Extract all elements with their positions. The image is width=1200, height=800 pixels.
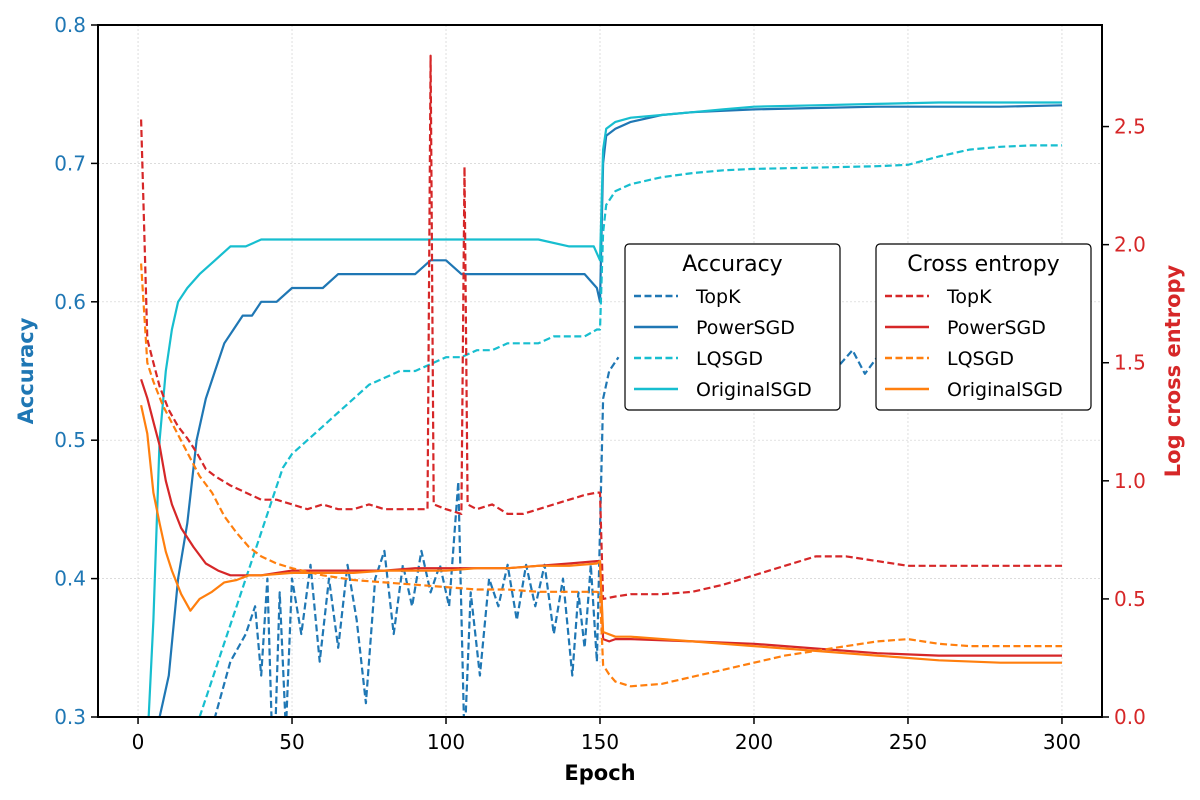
x-tick-label: 150 xyxy=(581,730,619,754)
series-line-cross-entropy-lqsgd xyxy=(140,263,1062,688)
legend-title: Cross entropy xyxy=(907,252,1059,277)
x-tick-label: 0 xyxy=(132,730,145,754)
legend-box xyxy=(875,243,1092,411)
x-axis-label: Epoch xyxy=(564,761,635,785)
legend-label: OriginalSGD xyxy=(947,379,1063,401)
y-right-tick-label: 0.0 xyxy=(1114,705,1146,729)
y-left-tick-label: 0.5 xyxy=(54,428,86,452)
y-axis-left-label: Accuracy xyxy=(14,317,38,424)
y-left-tick-label: 0.7 xyxy=(54,151,86,175)
legend-label: LQSGD xyxy=(696,348,763,370)
series-line-accuracy-topk xyxy=(213,356,620,717)
y-right-tick-label: 2.5 xyxy=(1114,115,1146,139)
legend-cross-entropy: Cross entropy TopK PowerSGD LQSGD OriginalSG… xyxy=(875,243,1092,411)
x-axis: 0 50 100 150 200 250 300 xyxy=(132,717,1081,754)
y-right-tick-label: 1.0 xyxy=(1114,469,1146,493)
legend-box xyxy=(624,243,841,411)
y-right-tick-label: 0.5 xyxy=(1114,587,1146,611)
legend-label: TopK xyxy=(695,286,741,308)
legend-accuracy: Accuracy TopK PowerSGD LQSGD OriginalSGD xyxy=(624,243,841,411)
y-right-tick-label: 1.5 xyxy=(1114,351,1146,375)
x-tick-label: 300 xyxy=(1043,730,1081,754)
legend-title: Accuracy xyxy=(682,252,782,277)
x-tick-label: 50 xyxy=(279,730,304,754)
legend-label: TopK xyxy=(946,286,992,308)
legend-label: LQSGD xyxy=(947,348,1014,370)
series-line-accuracy-originalsgd xyxy=(147,101,1062,717)
y-left-tick-label: 0.8 xyxy=(54,13,86,37)
x-tick-label: 200 xyxy=(735,730,773,754)
y-axis-left: 0.3 0.4 0.5 0.6 0.7 0.8 xyxy=(54,13,98,729)
series-line-cross-entropy-originalsgd xyxy=(140,404,1062,664)
y-right-tick-label: 2.0 xyxy=(1114,233,1146,257)
y-axis-right: 0.0 0.5 1.0 1.5 2.0 2.5 xyxy=(1102,115,1146,729)
legends: AccuracyTopKPowerSGDLQSGDOriginalSGDCros… xyxy=(624,243,1092,411)
series-line-cross-entropy-topk xyxy=(140,54,1062,600)
legend-label: OriginalSGD xyxy=(696,379,812,401)
series-line-accuracy-lqsgd xyxy=(198,144,1062,717)
x-tick-label: 250 xyxy=(889,730,927,754)
x-tick-label: 100 xyxy=(427,730,465,754)
y-left-tick-label: 0.4 xyxy=(54,567,86,591)
legend-label: PowerSGD xyxy=(947,317,1046,339)
series-line-accuracy-topk xyxy=(839,349,879,375)
y-left-tick-label: 0.3 xyxy=(54,705,86,729)
legend-label: PowerSGD xyxy=(696,317,795,339)
y-axis-right-label: Log cross entropy xyxy=(1161,264,1185,477)
plot-area xyxy=(140,54,1063,717)
y-left-tick-label: 0.6 xyxy=(54,290,86,314)
